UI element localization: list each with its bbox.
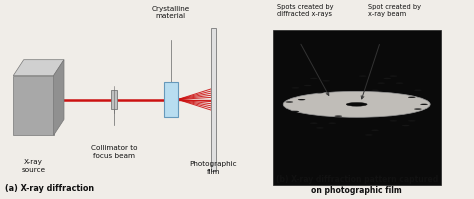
Polygon shape <box>13 76 54 135</box>
Polygon shape <box>54 60 64 135</box>
Ellipse shape <box>322 80 330 81</box>
Ellipse shape <box>383 78 391 79</box>
Ellipse shape <box>377 83 385 84</box>
Ellipse shape <box>292 87 299 89</box>
Ellipse shape <box>310 78 318 79</box>
Text: Crystalline
material: Crystalline material <box>152 6 190 20</box>
Ellipse shape <box>365 134 373 136</box>
Ellipse shape <box>371 90 379 91</box>
Ellipse shape <box>283 91 430 117</box>
Ellipse shape <box>420 104 428 105</box>
Ellipse shape <box>396 83 403 84</box>
Ellipse shape <box>335 115 342 117</box>
Ellipse shape <box>414 90 422 91</box>
Bar <box>273 30 441 185</box>
Ellipse shape <box>408 120 416 122</box>
Bar <box>164 82 178 117</box>
Ellipse shape <box>359 75 366 77</box>
Text: Collimator to
focus beam: Collimator to focus beam <box>91 145 137 159</box>
Ellipse shape <box>316 127 324 129</box>
Ellipse shape <box>414 108 422 110</box>
Ellipse shape <box>292 111 299 112</box>
Text: Spots created by
diffracted x-rays: Spots created by diffracted x-rays <box>277 4 334 18</box>
Ellipse shape <box>316 92 324 93</box>
Ellipse shape <box>408 97 416 98</box>
Text: X-ray
source: X-ray source <box>21 159 46 173</box>
Text: Photographic
film: Photographic film <box>190 161 237 175</box>
Polygon shape <box>13 60 64 76</box>
Ellipse shape <box>390 75 397 77</box>
Bar <box>211 28 216 171</box>
Bar <box>111 90 117 109</box>
Ellipse shape <box>402 125 410 126</box>
Ellipse shape <box>304 85 311 86</box>
Text: (a) X-ray diffraction: (a) X-ray diffraction <box>5 184 94 193</box>
Ellipse shape <box>298 99 305 100</box>
Text: Spot created by
x-ray beam: Spot created by x-ray beam <box>368 4 421 18</box>
Ellipse shape <box>285 101 293 103</box>
Ellipse shape <box>371 130 379 131</box>
Ellipse shape <box>346 102 367 106</box>
Ellipse shape <box>310 123 318 124</box>
Text: (b) X-ray diffraction pattern captured
on photographic film: (b) X-ray diffraction pattern captured o… <box>275 175 438 195</box>
Ellipse shape <box>328 123 336 124</box>
Ellipse shape <box>390 120 397 122</box>
